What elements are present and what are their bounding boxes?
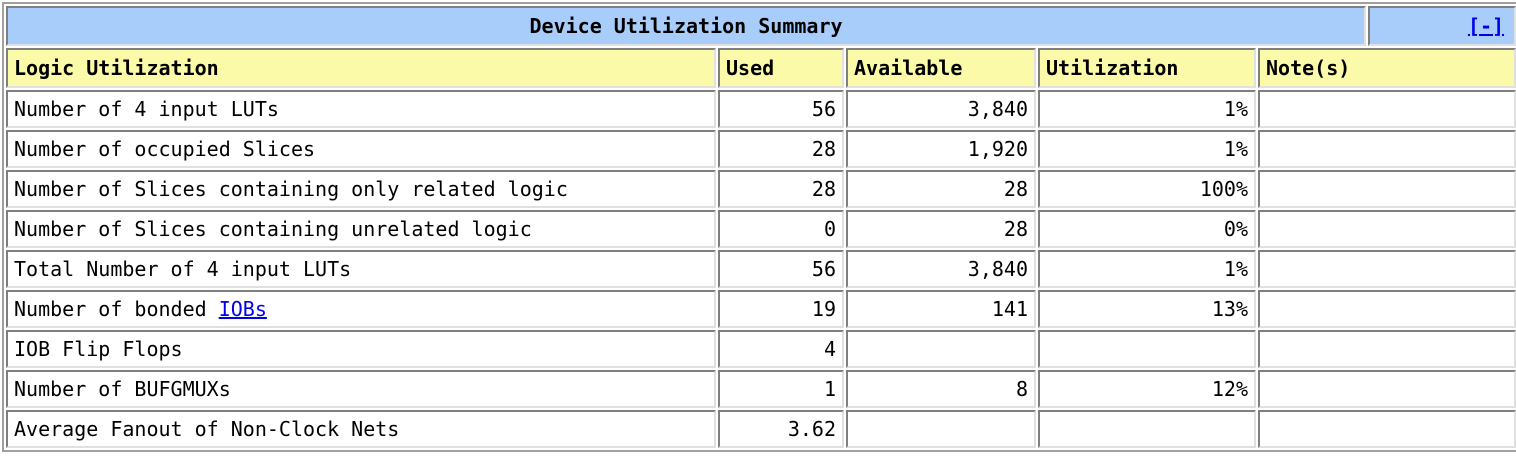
title-row: Device Utilization Summary [-] [6, 6, 1516, 46]
row-notes [1258, 250, 1516, 288]
row-utilization: 13% [1038, 290, 1256, 328]
row-available: 1,920 [846, 130, 1036, 168]
header-available: Available [846, 48, 1036, 88]
collapse-toggle-link[interactable]: [-] [1467, 14, 1505, 38]
collapse-toggle-cell: [-] [1368, 6, 1516, 46]
row-label: Number of Slices containing only related… [6, 170, 716, 208]
iobs-link[interactable]: IOBs [218, 297, 267, 321]
row-used: 56 [718, 90, 844, 128]
row-notes [1258, 410, 1516, 448]
row-utilization: 1% [1038, 130, 1256, 168]
row-label: Number of BUFGMUXs [6, 370, 716, 408]
table-row: IOB Flip Flops 4 [6, 330, 1516, 368]
row-available: 141 [846, 290, 1036, 328]
header-used: Used [718, 48, 844, 88]
row-used: 1 [718, 370, 844, 408]
row-notes [1258, 130, 1516, 168]
row-notes [1258, 210, 1516, 248]
row-notes [1258, 370, 1516, 408]
row-used: 4 [718, 330, 844, 368]
row-label: IOB Flip Flops [6, 330, 716, 368]
row-utilization: 0% [1038, 210, 1256, 248]
header-utilization: Utilization [1038, 48, 1256, 88]
row-label: Total Number of 4 input LUTs [6, 250, 716, 288]
row-available [846, 330, 1036, 368]
row-available: 8 [846, 370, 1036, 408]
row-notes [1258, 290, 1516, 328]
table-row: Total Number of 4 input LUTs 56 3,840 1% [6, 250, 1516, 288]
table-row: Number of 4 input LUTs 56 3,840 1% [6, 90, 1516, 128]
row-used: 56 [718, 250, 844, 288]
header-logic-utilization: Logic Utilization [6, 48, 716, 88]
utilization-table: Device Utilization Summary [-] Logic Uti… [2, 2, 1516, 452]
row-utilization [1038, 410, 1256, 448]
row-label: Average Fanout of Non-Clock Nets [6, 410, 716, 448]
row-utilization: 1% [1038, 250, 1256, 288]
device-utilization-summary: Device Utilization Summary [-] Logic Uti… [2, 2, 1516, 452]
row-notes [1258, 170, 1516, 208]
row-available: 28 [846, 210, 1036, 248]
row-used: 0 [718, 210, 844, 248]
row-available: 3,840 [846, 250, 1036, 288]
table-row: Number of occupied Slices 28 1,920 1% [6, 130, 1516, 168]
row-available: 28 [846, 170, 1036, 208]
header-notes: Note(s) [1258, 48, 1516, 88]
row-utilization [1038, 330, 1256, 368]
header-row: Logic Utilization Used Available Utiliza… [6, 48, 1516, 88]
row-label: Number of 4 input LUTs [6, 90, 716, 128]
row-notes [1258, 330, 1516, 368]
row-used: 19 [718, 290, 844, 328]
row-used: 28 [718, 170, 844, 208]
row-utilization: 12% [1038, 370, 1256, 408]
row-utilization: 100% [1038, 170, 1256, 208]
row-used: 3.62 [718, 410, 844, 448]
row-label: Number of occupied Slices [6, 130, 716, 168]
row-utilization: 1% [1038, 90, 1256, 128]
row-used: 28 [718, 130, 844, 168]
table-row: Number of Slices containing only related… [6, 170, 1516, 208]
table-row: Number of Slices containing unrelated lo… [6, 210, 1516, 248]
table-title: Device Utilization Summary [6, 6, 1367, 46]
table-row: Number of bonded IOBs 19 141 13% [6, 290, 1516, 328]
table-row: Number of BUFGMUXs 1 8 12% [6, 370, 1516, 408]
row-available [846, 410, 1036, 448]
row-available: 3,840 [846, 90, 1036, 128]
row-notes [1258, 90, 1516, 128]
row-label: Number of Slices containing unrelated lo… [6, 210, 716, 248]
row-label-prefix: Number of bonded [14, 297, 219, 321]
row-label: Number of bonded IOBs [6, 290, 716, 328]
table-row: Average Fanout of Non-Clock Nets 3.62 [6, 410, 1516, 448]
